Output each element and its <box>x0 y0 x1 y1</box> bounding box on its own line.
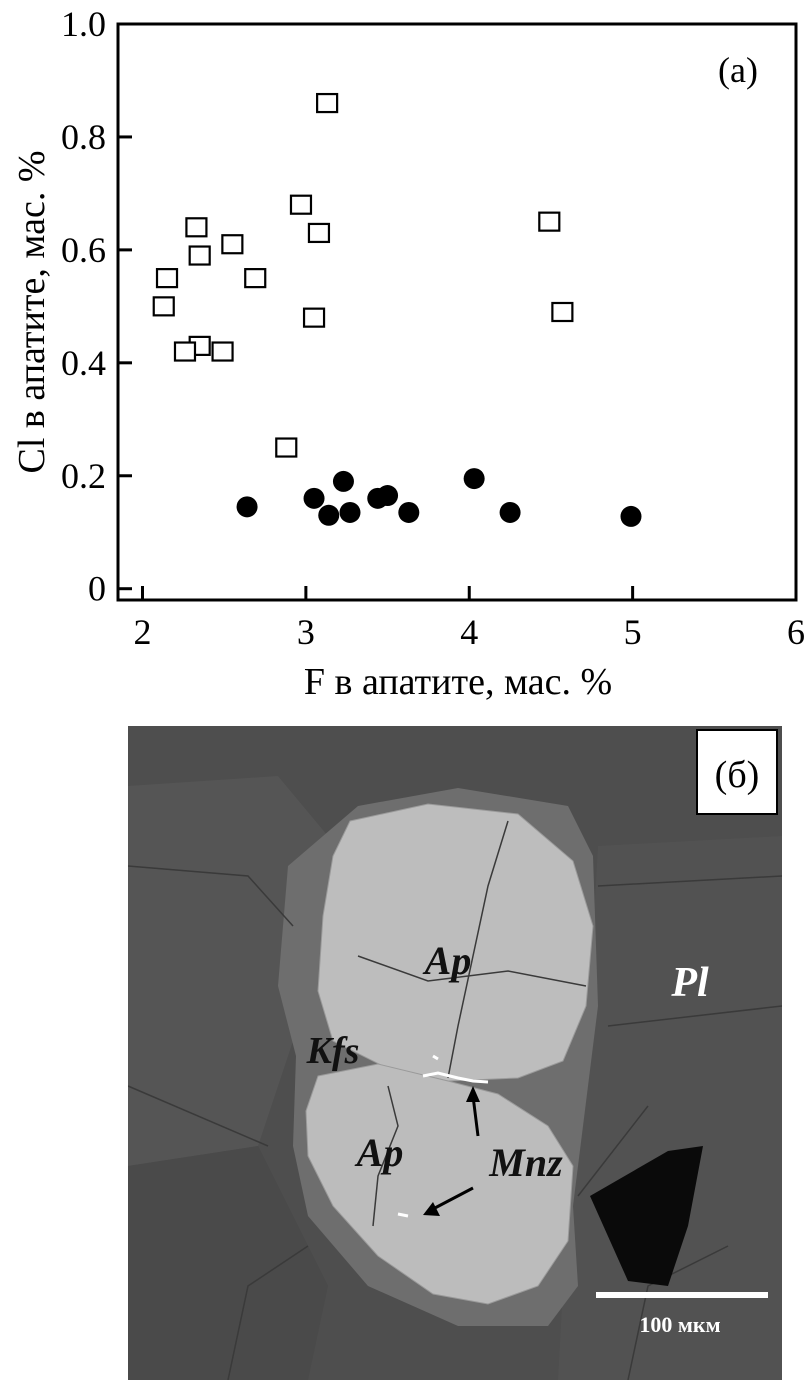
data-point-circle <box>339 501 361 523</box>
data-point-circle <box>332 470 354 492</box>
x-tick-label: 6 <box>787 612 805 652</box>
y-tick-label: 0.2 <box>61 456 106 496</box>
data-point-square <box>307 222 331 244</box>
x-tick-label: 5 <box>624 612 642 652</box>
y-tick-label: 1.0 <box>61 4 106 44</box>
dark-cavity <box>590 1146 703 1286</box>
scale-bar <box>596 1292 768 1298</box>
plagioclase-region-lower <box>128 1146 328 1380</box>
y-tick-label: 0.4 <box>61 343 106 383</box>
data-point-circle <box>236 496 258 518</box>
data-point-square <box>275 437 298 458</box>
data-point-circle <box>463 468 485 490</box>
data-point-square <box>289 194 313 215</box>
x-axis-label: F в апатите, мас. % <box>304 661 612 703</box>
panel-label-a: (a) <box>718 50 758 90</box>
data-point-square <box>244 268 267 289</box>
data-point-square <box>302 307 326 328</box>
data-point-square <box>316 92 339 114</box>
data-point-square <box>221 234 244 255</box>
plagioclase-region-left <box>128 776 328 1166</box>
monazite-inclusions <box>397 1054 489 1218</box>
scale-bar-label: 100 мкм <box>639 1312 720 1337</box>
label-ap-lower: Ap <box>354 1130 404 1175</box>
data-point-circle <box>620 505 642 527</box>
data-point-square <box>551 301 574 323</box>
label-mnz: Mnz <box>488 1140 563 1185</box>
chart-points <box>152 92 642 527</box>
y-tick-label: 0.6 <box>61 230 106 270</box>
y-tick-label: 0.8 <box>61 117 106 157</box>
data-point-square <box>211 341 234 362</box>
label-kfs: Kfs <box>306 1030 360 1072</box>
data-point-square <box>173 341 197 362</box>
mnz-arrowhead-left <box>423 1202 440 1216</box>
mnz-arrow-up <box>471 1095 480 1137</box>
data-point-circle <box>303 487 325 509</box>
x-tick-label: 3 <box>297 612 315 652</box>
label-ap-upper: Ap <box>422 938 472 983</box>
mnz-arrowhead-up <box>466 1086 480 1102</box>
data-point-circle <box>398 501 420 523</box>
plot-frame <box>116 22 798 602</box>
data-point-square <box>185 217 208 238</box>
data-point-square <box>155 268 179 289</box>
data-point-circle <box>499 501 521 523</box>
bse-micrograph: Ap Ap Pl Kfs Mnz (б) 100 мкм <box>128 726 782 1380</box>
x-tick-label: 4 <box>460 612 478 652</box>
mnz-arrow-left <box>432 1186 474 1211</box>
data-point-square <box>538 211 561 232</box>
panel-label-b-box <box>696 729 778 815</box>
apatite-grain-lower <box>305 1063 574 1305</box>
panel-label-b: (б) <box>715 754 760 796</box>
data-point-circle <box>377 485 399 507</box>
data-point-square <box>152 296 175 317</box>
chart-ticks: 2 3 4 5 6 0 0.2 0.4 0.6 0.8 1.0 <box>61 4 805 652</box>
label-pl: Pl <box>670 960 709 1006</box>
data-point-circle <box>318 504 340 526</box>
scatter-chart: 2 3 4 5 6 0 0.2 0.4 0.6 0.8 1.0 (a) F в апатите, м… <box>11 4 805 703</box>
apatite-grain-upper <box>317 803 594 1082</box>
y-axis-label: Cl в апатите, мас. % <box>11 150 53 473</box>
x-tick-label: 2 <box>134 612 152 652</box>
data-point-square <box>188 245 211 266</box>
chart-axes <box>116 22 798 602</box>
crack-lines <box>128 820 782 1380</box>
y-tick-label: 0 <box>88 569 106 609</box>
